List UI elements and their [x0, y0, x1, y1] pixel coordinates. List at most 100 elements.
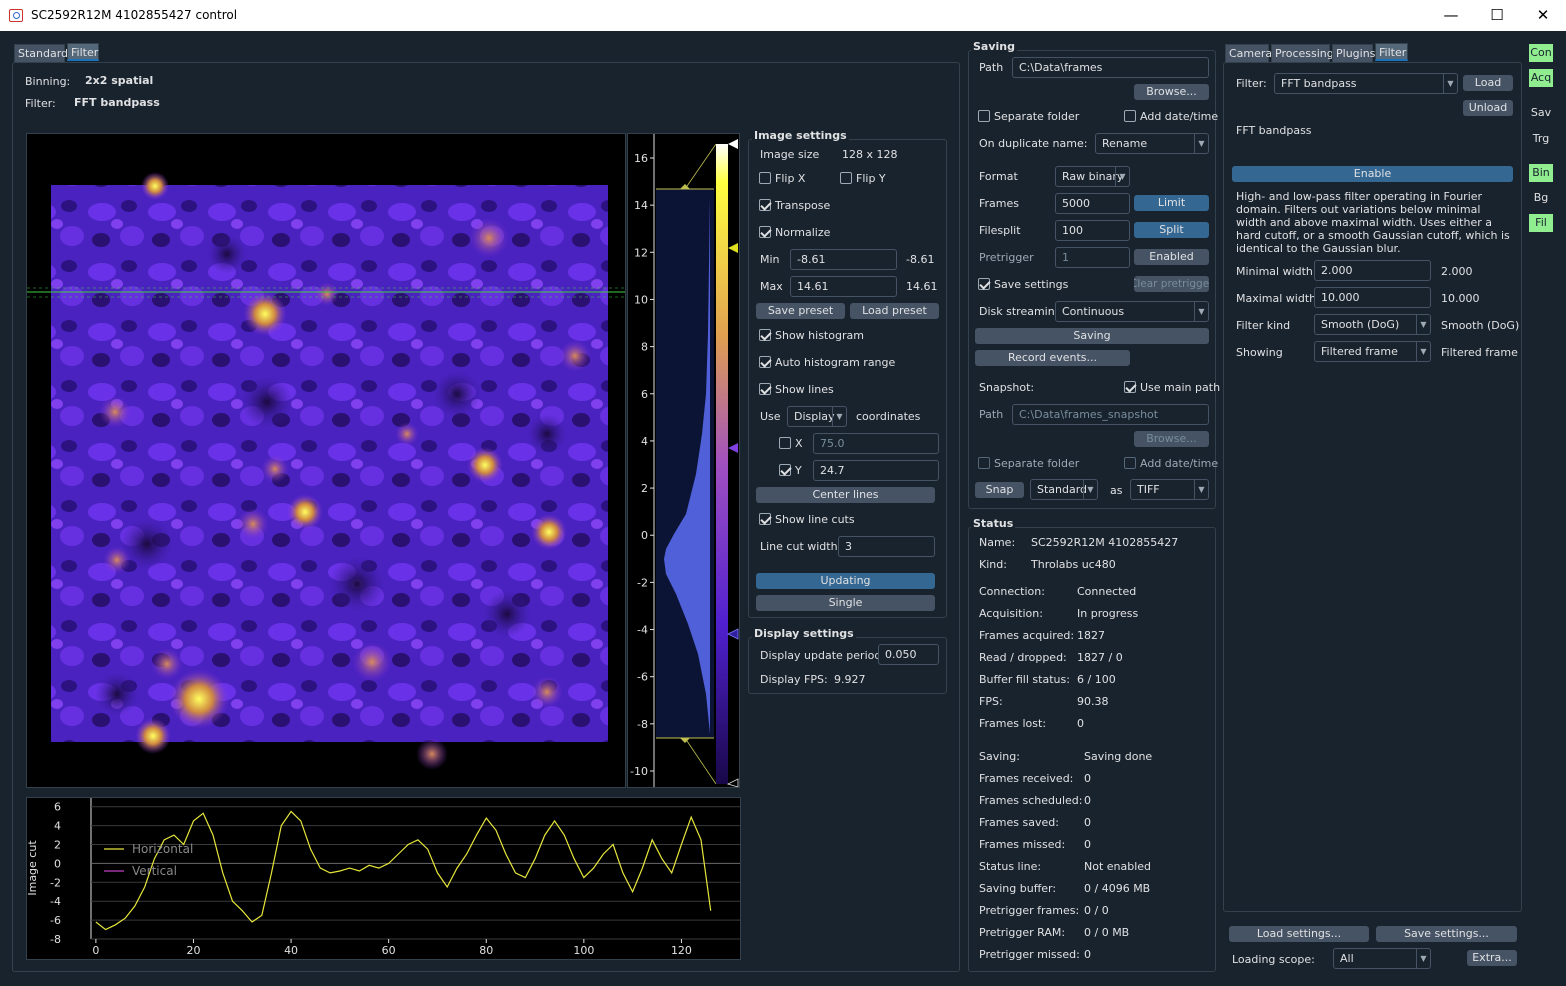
max-readout: 14.61	[906, 280, 938, 293]
status-value: Throlabs uc480	[1031, 558, 1116, 571]
unload-filter-button[interactable]: Unload	[1463, 100, 1513, 116]
show-line-cuts-checkbox[interactable]	[759, 513, 771, 525]
cmap-tick-purple[interactable]	[728, 443, 738, 453]
flip-x-checkbox[interactable]	[759, 172, 771, 184]
save-settings-checkbox[interactable]	[978, 278, 990, 290]
status-value: 0	[1084, 948, 1091, 961]
single-button[interactable]: Single	[756, 595, 935, 611]
loading-scope-select[interactable]: All ▼	[1333, 948, 1431, 969]
flip-y-checkbox[interactable]	[840, 172, 852, 184]
histogram-bars	[664, 196, 710, 734]
status-value: 90.38	[1077, 695, 1109, 708]
filter-select[interactable]: FFT bandpass ▼	[1274, 73, 1458, 94]
x-line-checkbox[interactable]	[779, 437, 791, 449]
max-input[interactable]: 14.61	[790, 276, 897, 297]
histogram-min-handle[interactable]	[680, 738, 690, 743]
tab-processing[interactable]: Processing	[1271, 44, 1334, 62]
tab-camera[interactable]: Camera	[1225, 44, 1272, 62]
separate-folder-label: Separate folder	[994, 110, 1080, 123]
path-input[interactable]: C:\Data\frames	[1012, 57, 1209, 78]
tab-filter-right[interactable]: Filter	[1375, 43, 1408, 61]
pretrigger-input[interactable]: 1	[1055, 247, 1130, 268]
browse-button[interactable]: Browse...	[1134, 84, 1209, 100]
snap-button[interactable]: Snap	[975, 482, 1024, 498]
coordinates-label: coordinates	[856, 410, 921, 423]
pretrigger-enabled-button[interactable]: Enabled	[1134, 249, 1209, 265]
on-duplicate-select[interactable]: Rename ▼	[1095, 133, 1209, 154]
updating-button[interactable]: Updating	[756, 573, 935, 589]
load-preset-button[interactable]: Load preset	[850, 303, 939, 319]
load-settings-button[interactable]: Load settings...	[1229, 926, 1369, 942]
clear-pretrigger-button[interactable]: Clear pretrigger	[1134, 276, 1209, 292]
filesplit-input[interactable]: 100	[1055, 220, 1130, 241]
y-line-label: Y	[795, 464, 802, 477]
status-key: Frames saved:	[979, 816, 1059, 829]
cmap-tick-yellow[interactable]	[728, 243, 738, 253]
histogram-panel[interactable]: 16 14 12 10 8 6 4 2 0 -2 -4 -6 -8 -10	[627, 133, 740, 788]
indicator-con: Con	[1529, 44, 1553, 62]
snap-format-select[interactable]: TIFF ▼	[1130, 479, 1209, 500]
histogram-max-handle[interactable]	[680, 184, 690, 189]
status-key: FPS:	[979, 695, 1003, 708]
saving-button[interactable]: Saving	[975, 328, 1209, 344]
filter-kind-select[interactable]: Smooth (DoG) ▼	[1314, 314, 1431, 335]
as-label: as	[1110, 484, 1123, 497]
tab-standard[interactable]: Standard	[14, 44, 68, 62]
save-preset-button[interactable]: Save preset	[756, 303, 845, 319]
center-lines-button[interactable]: Center lines	[756, 487, 935, 503]
image-view[interactable]	[26, 133, 626, 788]
filter-description: High- and low-pass filter operating in F…	[1236, 190, 1510, 255]
transpose-checkbox[interactable]	[759, 199, 771, 211]
minimize-icon[interactable]: —	[1443, 6, 1459, 24]
auto-histogram-checkbox[interactable]	[759, 356, 771, 368]
status-key: Status line:	[979, 860, 1042, 873]
y-line-checkbox[interactable]	[779, 464, 791, 476]
cmap-tick-black[interactable]	[726, 778, 739, 787]
binning-value: 2x2 spatial	[85, 74, 154, 87]
chevron-down-icon: ▼	[1083, 480, 1097, 499]
coords-select[interactable]: Display ▼	[787, 406, 847, 427]
snap-mode-select[interactable]: Standard ▼	[1030, 479, 1098, 500]
linecut-plot[interactable]: Image cut 6 4 2 0 -2 -4 -6 -8 0 20 40 60 80 100 120 H…	[26, 797, 741, 960]
tab-filter[interactable]: Filter	[67, 43, 99, 61]
limit-button[interactable]: Limit	[1134, 195, 1209, 211]
add-datetime-checkbox[interactable]	[1124, 110, 1136, 122]
separate-folder-checkbox[interactable]	[978, 110, 990, 122]
cmap-tick-dark[interactable]	[727, 628, 739, 640]
load-filter-button[interactable]: Load	[1463, 75, 1513, 91]
display-period-input[interactable]: 0.050	[878, 644, 939, 665]
format-select[interactable]: Raw binary ▼	[1055, 166, 1130, 187]
showing-label: Showing	[1236, 346, 1283, 359]
snap-separate-folder-checkbox[interactable]	[978, 457, 990, 469]
y-line-input[interactable]: 24.7	[813, 460, 939, 481]
use-main-path-checkbox[interactable]	[1124, 381, 1136, 393]
status-value: Not enabled	[1084, 860, 1152, 873]
show-histogram-checkbox[interactable]	[759, 329, 771, 341]
frames-input[interactable]: 5000	[1055, 193, 1130, 214]
record-events-button[interactable]: Record events...	[975, 350, 1130, 366]
snap-path-input[interactable]: C:\Data\frames_snapshot	[1012, 404, 1209, 425]
save-settings-button[interactable]: Save settings...	[1376, 926, 1517, 942]
maximize-icon[interactable]: ☐	[1490, 6, 1504, 24]
x-line-input[interactable]: 75.0	[813, 433, 939, 454]
linecut-ytick-label: -6	[50, 914, 61, 927]
show-lines-checkbox[interactable]	[759, 383, 771, 395]
extra-button[interactable]: Extra...	[1467, 950, 1517, 966]
showing-select[interactable]: Filtered frame ▼	[1314, 341, 1431, 362]
line-cut-width-input[interactable]: 3	[838, 536, 935, 557]
colormap-gradient	[716, 144, 728, 784]
enable-filter-button[interactable]: Enable	[1232, 166, 1513, 182]
min-width-input[interactable]: 2.000	[1314, 260, 1431, 281]
snapshot-label: Snapshot:	[979, 381, 1035, 394]
disk-streaming-select[interactable]: Continuous ▼	[1055, 301, 1209, 322]
snap-datetime-checkbox[interactable]	[1124, 457, 1136, 469]
format-label: Format	[979, 170, 1018, 183]
split-button[interactable]: Split	[1134, 222, 1209, 238]
normalize-checkbox[interactable]	[759, 226, 771, 238]
min-input[interactable]: -8.61	[790, 249, 897, 270]
cmap-tick-white[interactable]	[728, 139, 738, 149]
max-width-input[interactable]: 10.000	[1314, 287, 1431, 308]
tab-plugins[interactable]: Plugins	[1332, 44, 1375, 62]
snap-browse-button[interactable]: Browse...	[1134, 431, 1209, 447]
close-icon[interactable]: ✕	[1536, 6, 1550, 24]
